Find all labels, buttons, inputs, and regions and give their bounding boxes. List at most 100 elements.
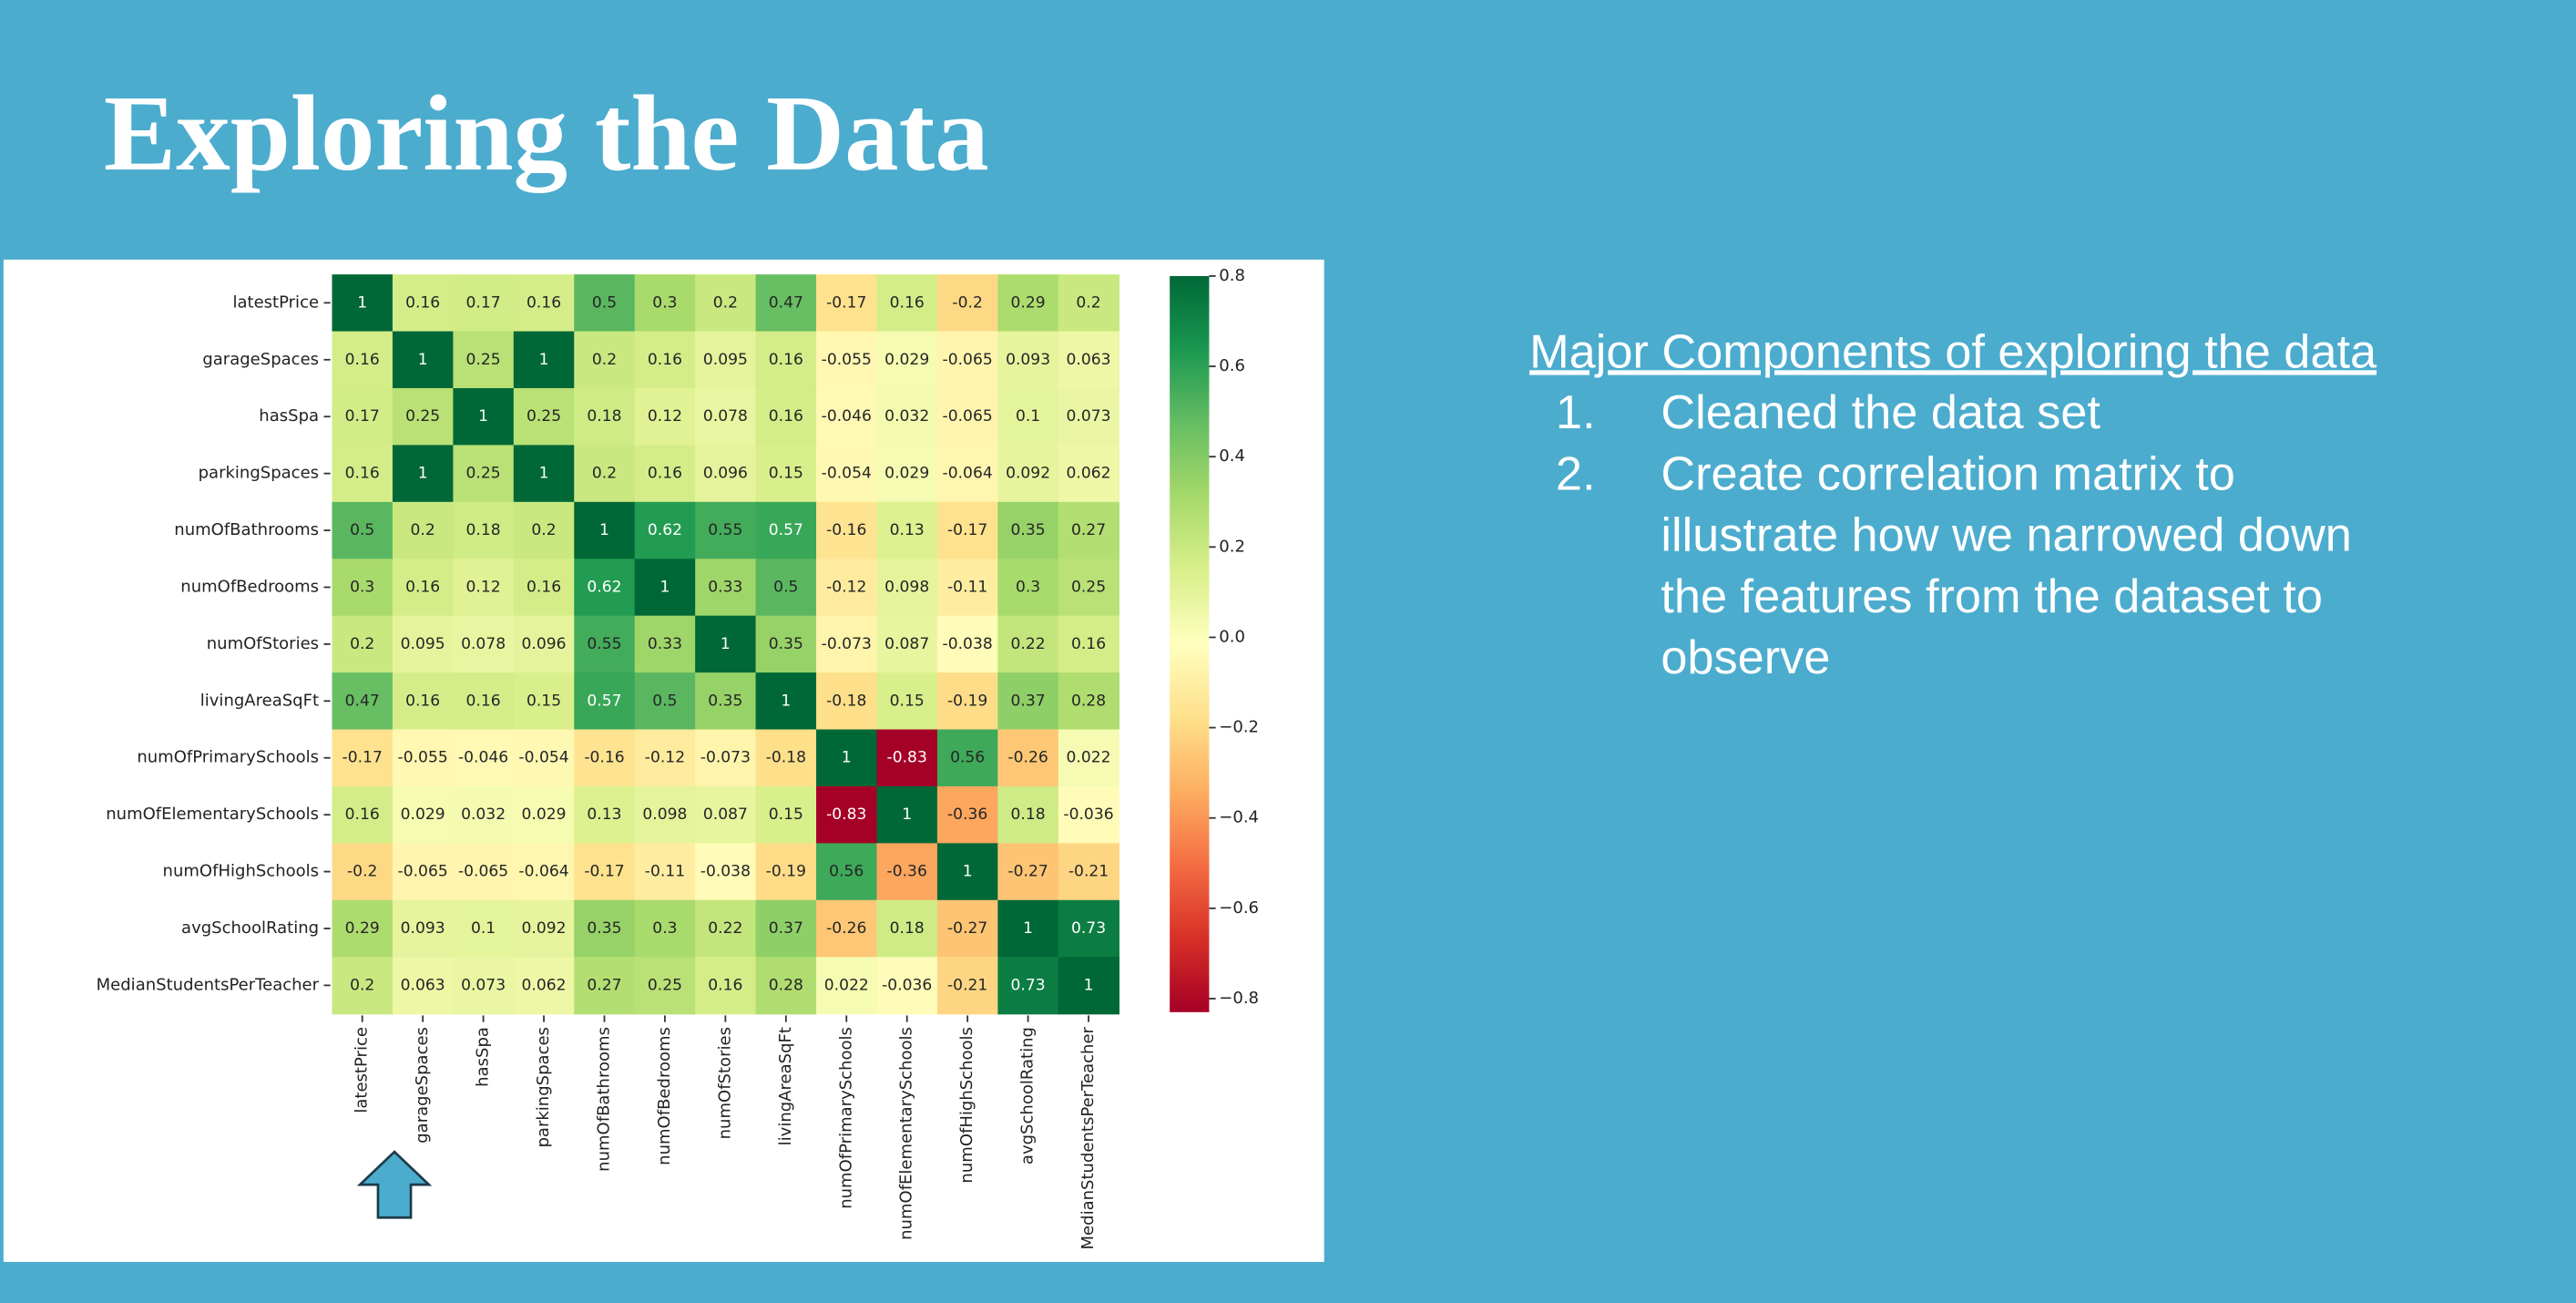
cell-label: 0.16 <box>405 578 440 596</box>
heat-cell <box>634 672 696 731</box>
heat-cell <box>755 672 817 731</box>
cell-label: 0.57 <box>769 521 803 539</box>
x-tick-label: parkingSpaces <box>534 1027 553 1147</box>
cell-label: 0.55 <box>708 521 742 539</box>
cell-label: 0.087 <box>703 805 748 824</box>
cell-label: 0.12 <box>466 578 501 596</box>
cell-label: 0.62 <box>587 578 621 596</box>
heat-cell <box>876 501 938 559</box>
cell-label: -0.055 <box>822 351 872 369</box>
heat-cell <box>755 274 817 333</box>
cell-label: -0.073 <box>700 749 751 767</box>
cell-label: -0.18 <box>766 749 806 767</box>
cell-label: 0.16 <box>345 465 380 483</box>
cell-label: -0.12 <box>826 578 866 596</box>
heat-cell <box>755 615 817 673</box>
heat-cell <box>574 899 636 958</box>
cell-label: 0.098 <box>642 805 687 824</box>
colorbar-tick-label: −0.4 <box>1219 808 1259 827</box>
heat-cell <box>876 559 938 617</box>
cell-label: 0.1 <box>471 919 496 938</box>
cell-label: -0.054 <box>822 465 872 483</box>
cell-label: -0.27 <box>1007 863 1048 881</box>
heat-cell <box>695 615 757 673</box>
heat-cell <box>936 445 999 503</box>
cell-label: 0.13 <box>587 805 621 824</box>
y-tick-label: numOfHighSchools <box>163 862 320 881</box>
heat-cell <box>997 501 1059 559</box>
heat-cell <box>695 559 757 617</box>
x-tick-label: numOfBedrooms <box>655 1027 674 1165</box>
cell-label: 0.032 <box>884 407 929 426</box>
cell-label: 0.078 <box>461 635 506 653</box>
heat-cell <box>816 899 878 958</box>
heat-cell <box>1058 957 1119 1015</box>
y-tick-label: garageSpaces <box>202 350 319 369</box>
heat-cell <box>392 672 455 731</box>
heat-cell <box>574 729 636 787</box>
cell-label: 0.5 <box>773 578 798 596</box>
cell-label: -0.16 <box>826 521 866 539</box>
heat-cell <box>1058 899 1119 958</box>
cell-label: 0.16 <box>769 407 803 426</box>
cell-label: -0.11 <box>645 863 685 881</box>
heat-cell <box>392 615 455 673</box>
heat-cell <box>332 785 394 845</box>
cell-label: 0.096 <box>522 635 567 653</box>
colorbar-tick-label: 0.8 <box>1219 266 1245 285</box>
cell-label: 0.35 <box>587 919 621 938</box>
cell-label: 1 <box>1023 919 1033 938</box>
heat-cell <box>392 843 455 901</box>
heat-cell <box>513 331 575 389</box>
heat-cell <box>695 331 757 389</box>
list-text: the features from the dataset to <box>1661 570 2323 623</box>
cell-label: 0.1 <box>1016 407 1040 426</box>
cell-label: -0.046 <box>822 407 872 426</box>
heat-cell <box>816 843 878 901</box>
heat-cell <box>1058 729 1119 787</box>
heat-cell <box>816 274 878 333</box>
y-tick-label: hasSpa <box>259 406 319 426</box>
x-tick-label: garageSpaces <box>413 1027 432 1144</box>
heat-cell <box>513 672 575 731</box>
cell-label: 0.17 <box>466 293 501 312</box>
heat-cell <box>332 615 394 673</box>
cell-label: -0.26 <box>826 919 866 938</box>
cell-label: -0.83 <box>887 749 927 767</box>
cell-label: 0.25 <box>466 351 501 369</box>
cell-label: 0.25 <box>648 976 682 994</box>
cell-label: 0.56 <box>829 863 864 881</box>
heat-cell <box>936 501 999 559</box>
list-text: observe <box>1661 631 1830 684</box>
heat-cell <box>816 331 878 389</box>
heat-cell <box>1058 445 1119 503</box>
heat-cell <box>816 559 878 617</box>
heat-cell <box>513 957 575 1015</box>
heat-cell <box>574 331 636 389</box>
cell-label: -0.065 <box>943 351 993 369</box>
cell-label: 0.029 <box>401 805 445 824</box>
heat-cell <box>453 672 515 731</box>
heat-cell <box>332 672 394 731</box>
arrow-icon <box>356 1150 433 1219</box>
heat-cell <box>755 501 817 559</box>
heat-cell <box>997 615 1059 673</box>
heat-cell <box>634 501 696 559</box>
heat-cell <box>997 899 1059 958</box>
heat-cell <box>574 957 636 1015</box>
cell-label: 0.029 <box>884 465 929 483</box>
cell-label: 0.096 <box>703 465 748 483</box>
cell-label: 0.16 <box>1071 635 1106 653</box>
list-number: 2. <box>1556 447 1596 500</box>
heat-cell <box>453 559 515 617</box>
heat-cell <box>332 843 394 901</box>
list-number: 1. <box>1556 386 1596 439</box>
heat-cell <box>695 387 757 446</box>
heat-cell <box>695 672 757 731</box>
heat-cell <box>816 729 878 787</box>
heat-cell <box>755 331 817 389</box>
heat-cell <box>453 843 515 901</box>
cell-label: 0.22 <box>1011 635 1046 653</box>
heat-cell <box>695 501 757 559</box>
cell-label: 0.16 <box>345 805 380 824</box>
